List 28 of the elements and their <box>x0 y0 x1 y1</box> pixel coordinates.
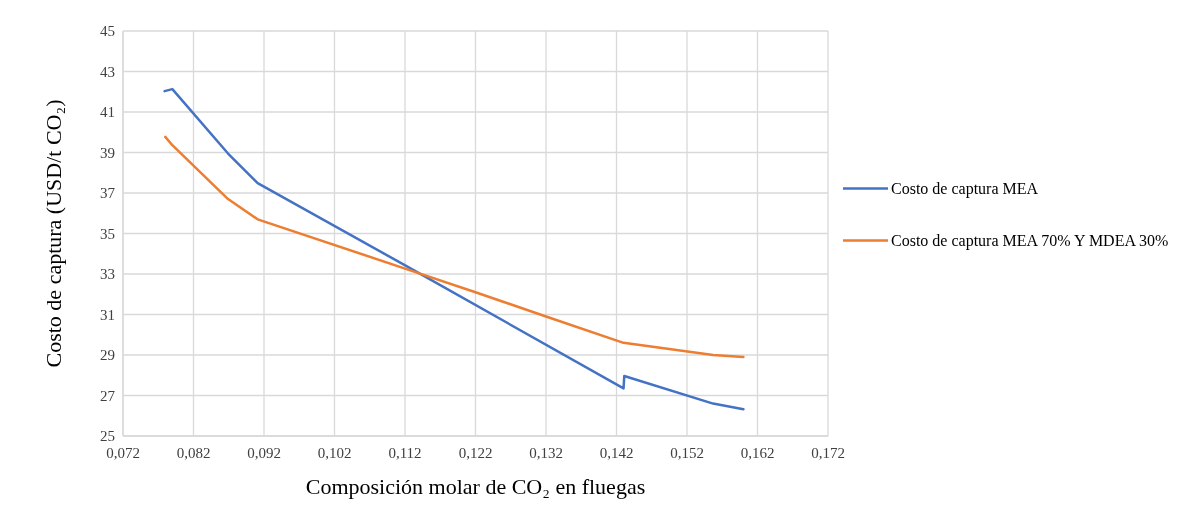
y-tick-label: 25 <box>100 428 115 444</box>
y-tick-label: 43 <box>100 63 115 80</box>
legend-label: Costo de captura MEA <box>891 179 1039 198</box>
y-tick-label: 37 <box>100 185 116 201</box>
x-axis-title: Composición molar de CO₂ en fluegas <box>305 474 646 499</box>
y-axis-title: Costo de captura (USD/t CO₂) <box>41 99 66 368</box>
x-tick-label: 0,162 <box>740 445 775 461</box>
y-tick-label: 27 <box>100 387 116 404</box>
legend-label: Costo de captura MEA 70% Y MDEA 30% <box>891 231 1169 250</box>
line-series <box>163 87 745 411</box>
x-tick-label: 0,072 <box>106 445 140 461</box>
y-tick-label: 39 <box>100 144 115 161</box>
y-tick-label: 45 <box>100 23 115 39</box>
x-tick-label: 0,142 <box>599 445 634 461</box>
y-tick-label: 29 <box>100 347 115 363</box>
x-tick-label: 0,082 <box>176 445 211 461</box>
x-tick-label: 0,132 <box>529 445 563 461</box>
y-tick-label: 41 <box>100 104 115 120</box>
x-tick-label: 0,102 <box>317 445 352 461</box>
y-tick-label: 33 <box>100 266 115 282</box>
x-tick-label: 0,092 <box>247 445 281 461</box>
x-tick-label: 0,122 <box>458 445 493 461</box>
line-series <box>164 135 745 359</box>
x-tick-label: 0,112 <box>388 445 422 461</box>
y-tick-label: 31 <box>100 306 115 323</box>
x-tick-label: 0,172 <box>811 445 845 461</box>
y-tick-label: 35 <box>100 225 115 242</box>
x-tick-label: 0,152 <box>670 445 704 461</box>
